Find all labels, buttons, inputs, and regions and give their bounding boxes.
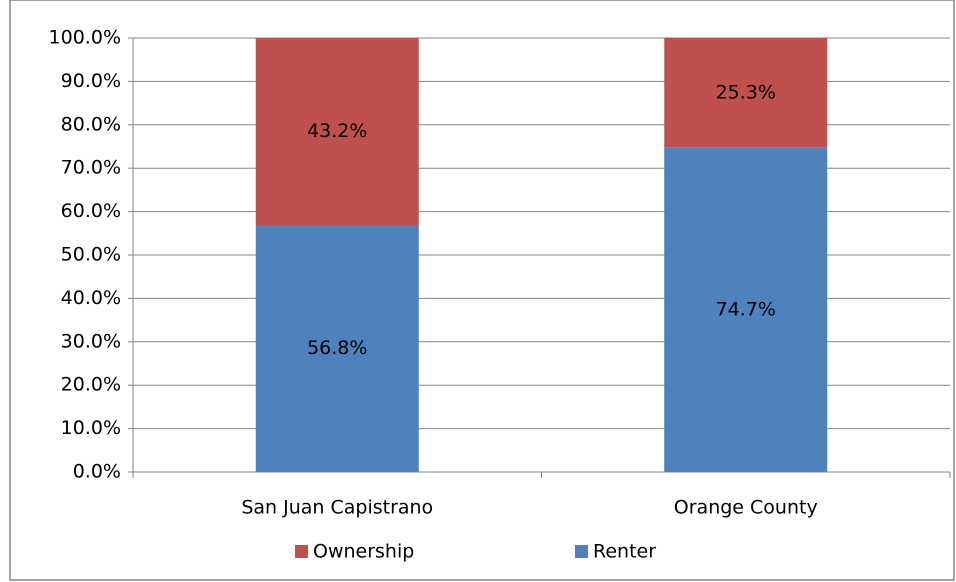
legend-swatch bbox=[575, 545, 588, 558]
x-tick-label: Orange County bbox=[674, 497, 818, 519]
legend-label: Ownership bbox=[313, 541, 414, 563]
y-tick-label: 50.0% bbox=[61, 244, 121, 266]
data-label: 43.2% bbox=[307, 120, 367, 142]
y-tick-label: 10.0% bbox=[61, 417, 121, 439]
legend-swatch bbox=[295, 545, 308, 558]
y-tick-label: 60.0% bbox=[61, 200, 121, 222]
data-label: 74.7% bbox=[716, 298, 776, 320]
bar-segment bbox=[664, 147, 828, 472]
data-label: 25.3% bbox=[716, 81, 776, 103]
y-tick-label: 40.0% bbox=[61, 287, 121, 309]
x-tick-label: San Juan Capistrano bbox=[241, 497, 433, 519]
y-tick-label: 80.0% bbox=[61, 113, 121, 135]
y-tick-label: 70.0% bbox=[61, 157, 121, 179]
y-tick-label: 30.0% bbox=[61, 330, 121, 352]
y-tick-label: 90.0% bbox=[61, 70, 121, 92]
y-tick-label: 20.0% bbox=[61, 374, 121, 396]
y-tick-label: 100.0% bbox=[49, 27, 121, 49]
bar-segment bbox=[664, 38, 828, 148]
y-tick-label: 0.0% bbox=[73, 461, 121, 483]
bar-segment bbox=[255, 38, 419, 226]
legend-label: Renter bbox=[593, 541, 656, 563]
data-label: 56.8% bbox=[307, 337, 367, 359]
bar-segment bbox=[255, 225, 419, 472]
